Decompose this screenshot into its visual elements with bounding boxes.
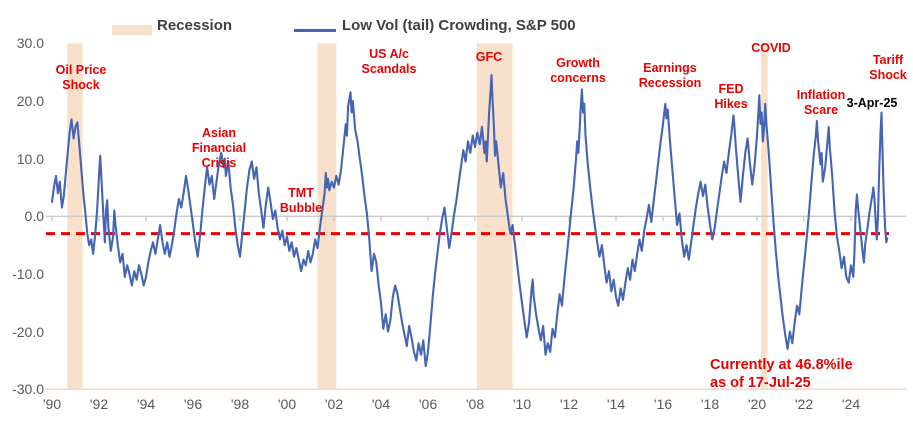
x-tick-label: '96: [183, 396, 203, 412]
x-tick-label: '20: [747, 396, 767, 412]
annotation-line: Asian: [201, 126, 237, 140]
y-tick-label: 30.0: [16, 35, 44, 52]
annotation-line: Crisis: [201, 156, 237, 170]
series-line-layer: [50, 73, 889, 368]
annotation-line: Tariff: [872, 53, 904, 67]
annotation-line: Recession: [638, 76, 702, 90]
annotation-tariff-shock: Tariff Shock: [869, 53, 907, 83]
annotation-line: Scandals: [361, 62, 417, 76]
annotation-line: 3-Apr-25: [846, 96, 898, 110]
annotation-growth-concerns: Growth concerns: [550, 56, 606, 86]
legend-recession-swatch: [112, 25, 152, 35]
y-tick-label: 20.0: [16, 93, 44, 109]
annotation-line: TMT: [288, 186, 314, 200]
annotation-inflation-scare: Inflation Scare: [797, 88, 846, 118]
legend-series-label: Low Vol (tail) Crowding, S&P 500: [342, 17, 576, 34]
annotation-fed-hikes: FED Hikes: [714, 82, 747, 112]
x-tick-label: '00: [277, 396, 297, 412]
legend-recession-label: Recession: [157, 17, 233, 34]
annotation-line: Financial: [191, 141, 247, 155]
x-tick-label: '98: [230, 396, 250, 412]
x-tick-label: '92: [89, 396, 109, 412]
annotation-line: Shock: [62, 78, 100, 92]
x-tick-label: '18: [700, 396, 720, 412]
x-tick-label: '90: [42, 396, 62, 412]
annotation-asian-financial-crisis: Asian Financial Crisis: [192, 126, 246, 171]
annotation-gfc: GFC: [476, 50, 502, 65]
annotation-oilprice-shock: Oil Price Shock: [56, 63, 107, 93]
annotation-tmt-bubble: TMT Bubble: [280, 186, 322, 216]
annotation-3-apr-25: 3-Apr-25: [847, 96, 898, 111]
annotation-line: Bubble: [279, 201, 323, 215]
x-tick-label: '04: [371, 396, 391, 412]
as-of-date-note: as of 17-Jul-25: [710, 375, 811, 391]
x-tick-label: '24: [841, 396, 861, 412]
x-tick-label: '14: [606, 396, 626, 412]
x-tick-label: '22: [794, 396, 814, 412]
x-tick-label: '06: [418, 396, 438, 412]
annotation-line: GFC: [475, 50, 503, 64]
annotation-line: Oil Price: [55, 63, 107, 77]
annotation-line: Scare: [803, 103, 839, 117]
annotation-line: Shock: [869, 68, 907, 82]
annotation-line: US A/c: [369, 47, 409, 61]
x-tick-label: '10: [512, 396, 532, 412]
annotation-line: Hikes: [714, 97, 748, 111]
annotation-line: Inflation: [796, 88, 846, 102]
current-percentile-note: Currently at 46.8%ile: [710, 357, 853, 373]
annotation-line: Earnings: [643, 61, 697, 75]
y-tick-label: -30.0: [12, 381, 44, 398]
x-tick-label: '16: [653, 396, 673, 412]
x-tick-label: '94: [136, 396, 156, 412]
annotation-line: Growth: [556, 56, 600, 70]
annotation-line: FED: [718, 82, 744, 96]
x-tick-label: '02: [324, 396, 344, 412]
y-tick-label: 0.0: [24, 208, 44, 225]
x-tick-label: '08: [465, 396, 485, 412]
legend-series-line-marker: [294, 29, 336, 32]
crowding-series-path: [50, 73, 889, 368]
y-tick-label: -10.0: [12, 266, 44, 282]
annotation-line: concerns: [550, 71, 606, 85]
y-tick-label: -20.0: [12, 323, 44, 340]
annotation-line: COVID: [751, 41, 791, 55]
annotation-earnings-recession: Earnings Recession: [639, 61, 702, 91]
annotation-usac-scandals: US A/c Scandals: [362, 47, 417, 77]
y-tick-label: 10.0: [16, 150, 44, 167]
x-tick-label: '12: [559, 396, 579, 412]
annotation-covid: COVID: [751, 41, 791, 56]
